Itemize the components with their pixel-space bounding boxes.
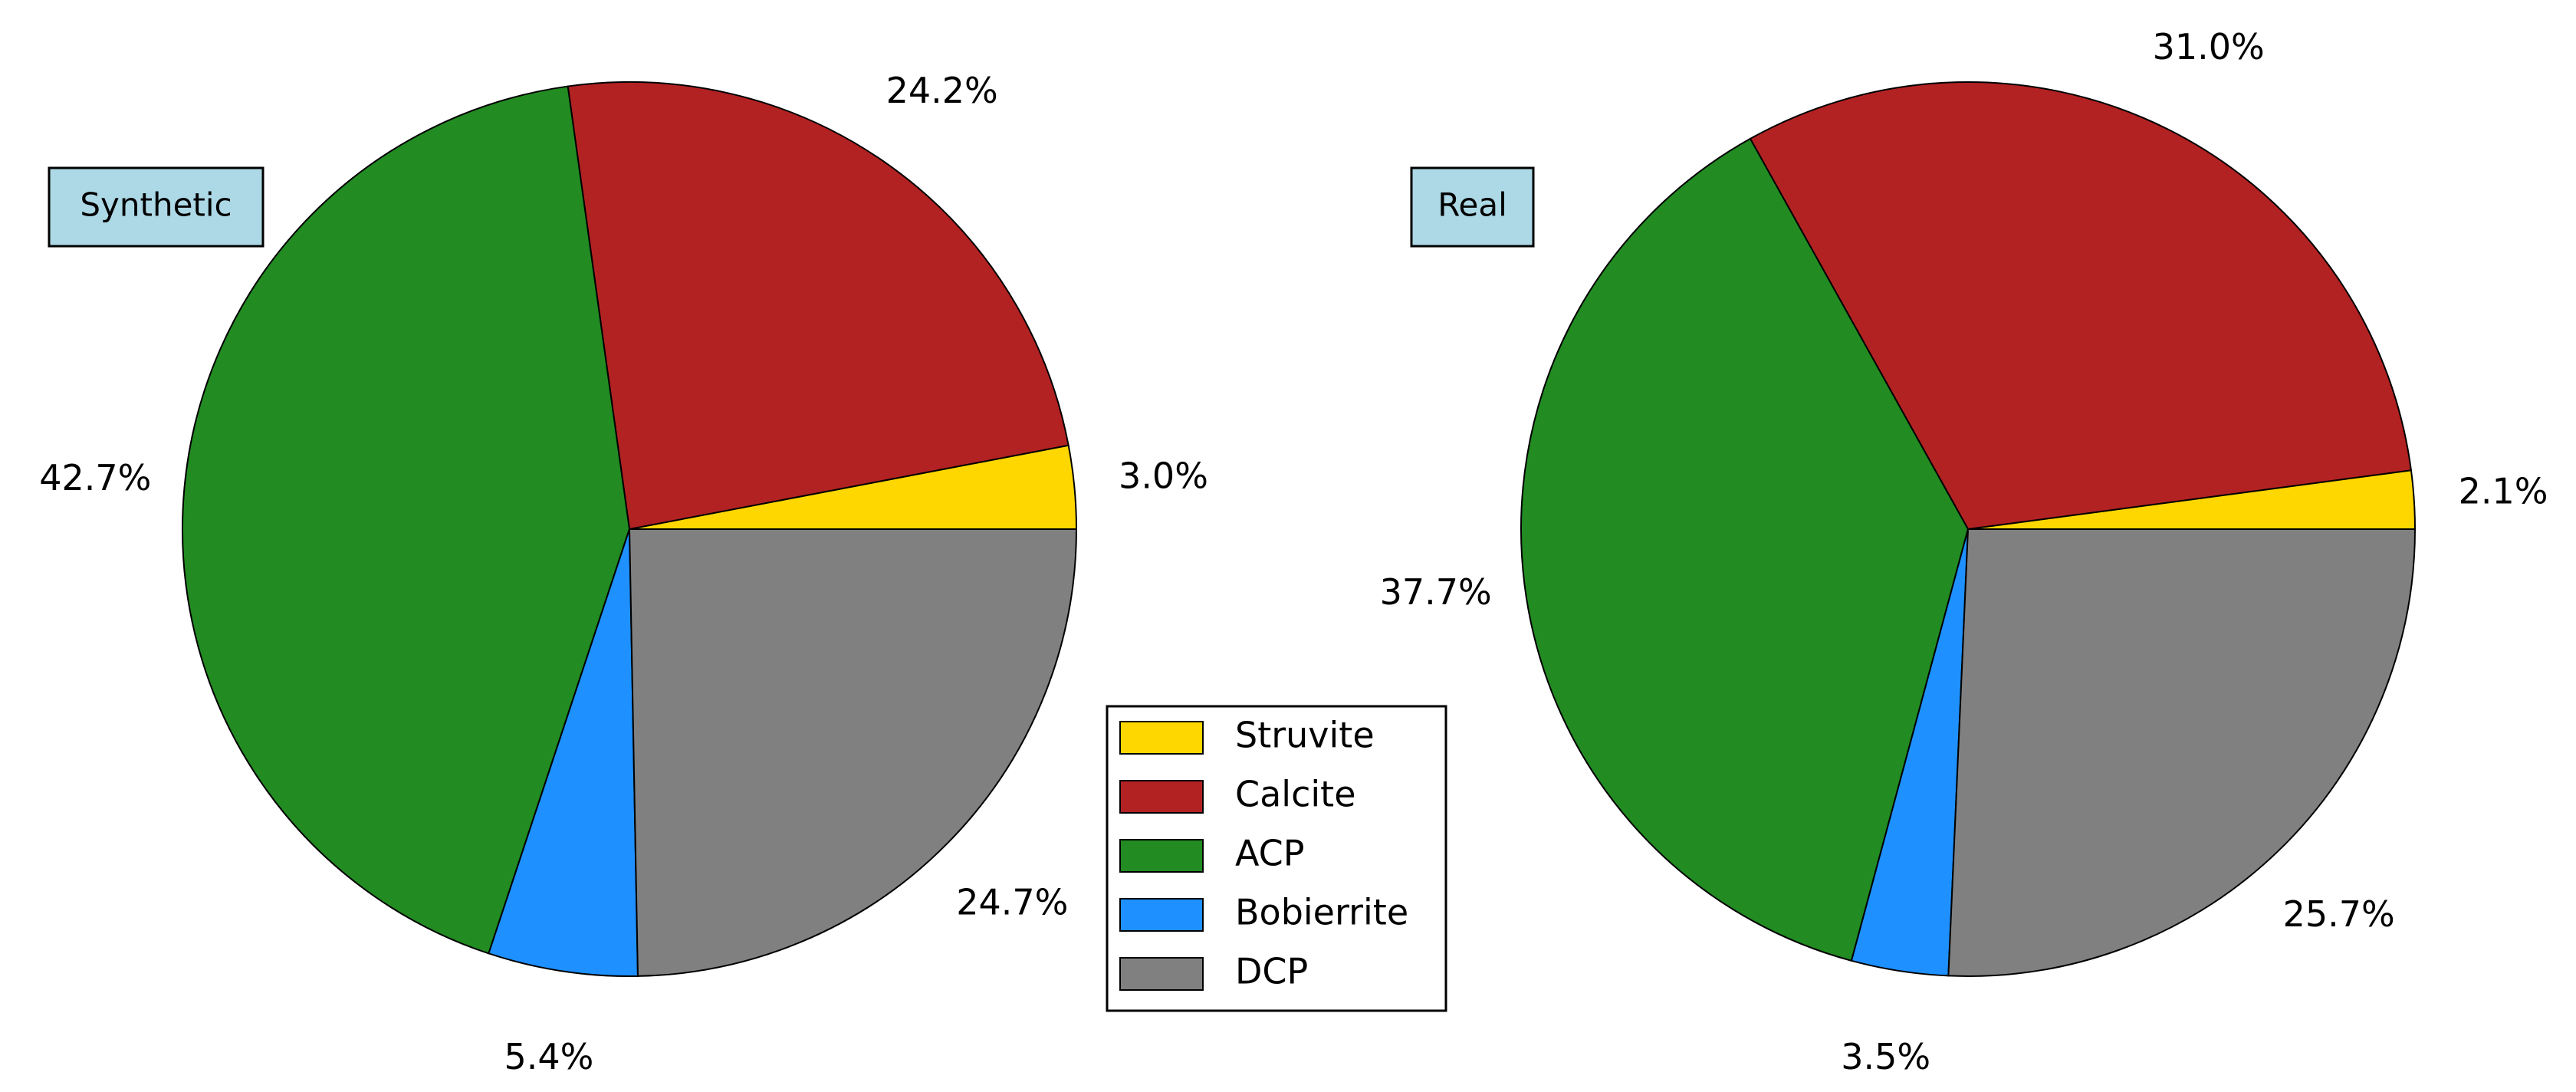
pie-wedge bbox=[1520, 137, 1970, 962]
legend-swatch bbox=[1119, 957, 1204, 991]
pie-wedge bbox=[1947, 528, 2417, 977]
legend-label: Calcite bbox=[1235, 774, 1356, 815]
value-label: 5.4% bbox=[504, 1036, 593, 1077]
value-label: 31.0% bbox=[2153, 26, 2265, 67]
legend-label: Struvite bbox=[1235, 715, 1375, 756]
legend-swatch bbox=[1119, 780, 1204, 814]
value-label: 24.2% bbox=[886, 70, 998, 111]
legend-swatch bbox=[1119, 898, 1204, 932]
legend-label: ACP bbox=[1235, 833, 1305, 874]
value-label: 2.1% bbox=[2459, 470, 2548, 511]
value-label: 42.7% bbox=[39, 457, 151, 498]
legend-swatch bbox=[1119, 721, 1204, 755]
value-label: 25.7% bbox=[2283, 893, 2395, 935]
pie-wedge bbox=[628, 528, 1078, 977]
value-label: 3.0% bbox=[1119, 456, 1208, 497]
legend-swatch bbox=[1119, 839, 1204, 873]
annotation-box bbox=[1410, 166, 1535, 248]
value-label: 37.7% bbox=[1380, 571, 1492, 613]
legend-label: Bobierrite bbox=[1235, 892, 1408, 933]
annotation: Real bbox=[1438, 186, 1507, 224]
pie-wedge bbox=[567, 81, 1070, 531]
annotation-box bbox=[48, 166, 264, 248]
legend-label: DCP bbox=[1235, 951, 1308, 992]
value-label: 24.7% bbox=[956, 882, 1068, 923]
pie-wedge bbox=[488, 528, 639, 977]
pie-wedge bbox=[1749, 81, 2413, 531]
value-label: 3.5% bbox=[1841, 1036, 1930, 1077]
pie-wedge bbox=[182, 85, 631, 955]
annotation: Synthetic bbox=[80, 186, 232, 224]
